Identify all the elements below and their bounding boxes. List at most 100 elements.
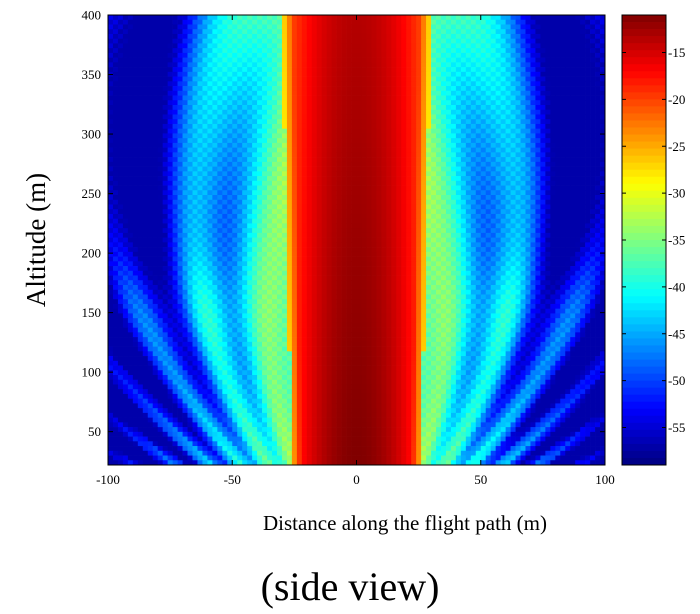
- heatmap-cell: [232, 232, 238, 238]
- heatmap-cell: [306, 24, 313, 30]
- heatmap-cell: [351, 142, 357, 148]
- heatmap-cell: [500, 142, 506, 148]
- heatmap-cell: [301, 237, 308, 243]
- heatmap-cell: [475, 62, 482, 68]
- heatmap-cell: [590, 213, 596, 220]
- heatmap-cell: [247, 218, 253, 224]
- heatmap-cell: [366, 218, 372, 224]
- heatmap-cell: [262, 185, 268, 191]
- heatmap-cell: [296, 38, 303, 44]
- heatmap-cell: [440, 67, 447, 73]
- heatmap-cell: [436, 52, 442, 58]
- heatmap-cell: [212, 43, 218, 49]
- heatmap-cell: [137, 76, 144, 82]
- heatmap-cell: [475, 218, 482, 224]
- heatmap-cell: [147, 171, 154, 177]
- heatmap-cell: [167, 237, 173, 243]
- heatmap-cell: [157, 43, 164, 49]
- heatmap-cell: [480, 114, 487, 120]
- heatmap-cell: [421, 33, 427, 40]
- heatmap-cell: [585, 204, 591, 210]
- heatmap-cell: [207, 204, 213, 210]
- heatmap-cell: [560, 48, 566, 54]
- heatmap-cell: [525, 90, 531, 96]
- heatmap-cell: [182, 43, 188, 49]
- heatmap-cell: [445, 90, 452, 96]
- heatmap-cell: [426, 109, 432, 115]
- heatmap-cell: [440, 213, 447, 220]
- heatmap-cell: [122, 57, 129, 63]
- heatmap-cell: [212, 57, 218, 63]
- heatmap-cell: [480, 232, 487, 238]
- heatmap-cell: [217, 76, 223, 82]
- heatmap-cell: [341, 38, 347, 44]
- heatmap-cell: [490, 190, 497, 196]
- heatmap-cell: [366, 171, 372, 177]
- heatmap-cell: [167, 180, 173, 186]
- heatmap-cell: [237, 119, 243, 125]
- heatmap-cell: [247, 180, 253, 186]
- heatmap-cell: [406, 209, 412, 215]
- heatmap-cell: [291, 157, 298, 163]
- heatmap-cell: [450, 228, 457, 234]
- heatmap-cell: [371, 29, 377, 35]
- heatmap-cell: [202, 190, 208, 196]
- heatmap-cell: [470, 33, 477, 40]
- heatmap-cell: [600, 119, 606, 125]
- heatmap-cell: [470, 48, 477, 54]
- heatmap-cell: [296, 52, 303, 58]
- heatmap-cell: [306, 48, 313, 54]
- heatmap-cell: [117, 109, 124, 115]
- heatmap-cell: [470, 180, 477, 186]
- heatmap-cell: [450, 71, 457, 77]
- heatmap-cell: [162, 223, 168, 229]
- heatmap-cell: [515, 119, 521, 125]
- heatmap-cell: [510, 57, 516, 63]
- heatmap-cell: [301, 100, 308, 106]
- heatmap-cell: [227, 105, 233, 111]
- heatmap-cell: [495, 218, 501, 224]
- heatmap-cell: [421, 142, 427, 148]
- heatmap-cell: [465, 157, 472, 163]
- heatmap-cell: [391, 247, 397, 253]
- heatmap-cell: [262, 157, 268, 163]
- heatmap-cell: [296, 195, 303, 201]
- heatmap-cell: [416, 161, 422, 167]
- heatmap-cell: [257, 76, 263, 82]
- heatmap-cell: [391, 123, 397, 130]
- heatmap-cell: [510, 95, 516, 101]
- heatmap-cell: [247, 185, 253, 191]
- heatmap-cell: [535, 209, 541, 215]
- heatmap-cell: [202, 242, 208, 248]
- heatmap-cell: [137, 142, 144, 148]
- heatmap-cell: [595, 86, 601, 92]
- heatmap-cell: [500, 161, 506, 167]
- heatmap-cell: [480, 157, 487, 163]
- heatmap-cell: [232, 90, 238, 96]
- heatmap-cell: [455, 62, 462, 68]
- heatmap-cell: [560, 223, 566, 229]
- heatmap-cell: [262, 180, 268, 186]
- heatmap-cell: [137, 209, 144, 215]
- heatmap-cell: [470, 204, 477, 210]
- heatmap-cell: [162, 199, 168, 205]
- heatmap-cell: [207, 199, 213, 205]
- heatmap-cell: [426, 119, 432, 125]
- heatmap-cell: [147, 71, 154, 77]
- heatmap-cell: [157, 176, 164, 182]
- heatmap-cell: [167, 199, 173, 205]
- heatmap-cell: [475, 123, 482, 130]
- heatmap-cell: [515, 81, 521, 87]
- heatmap-cell: [570, 209, 576, 215]
- heatmap-cell: [560, 232, 566, 238]
- heatmap-cell: [212, 176, 218, 182]
- heatmap-cell: [182, 213, 188, 220]
- heatmap-cell: [247, 24, 253, 30]
- heatmap-cell: [341, 29, 347, 35]
- heatmap-cell: [217, 90, 223, 96]
- heatmap-cell: [142, 90, 149, 96]
- heatmap-cell: [177, 57, 183, 63]
- heatmap-cell: [192, 24, 198, 30]
- heatmap-cell: [321, 157, 328, 163]
- heatmap-cell: [590, 204, 596, 210]
